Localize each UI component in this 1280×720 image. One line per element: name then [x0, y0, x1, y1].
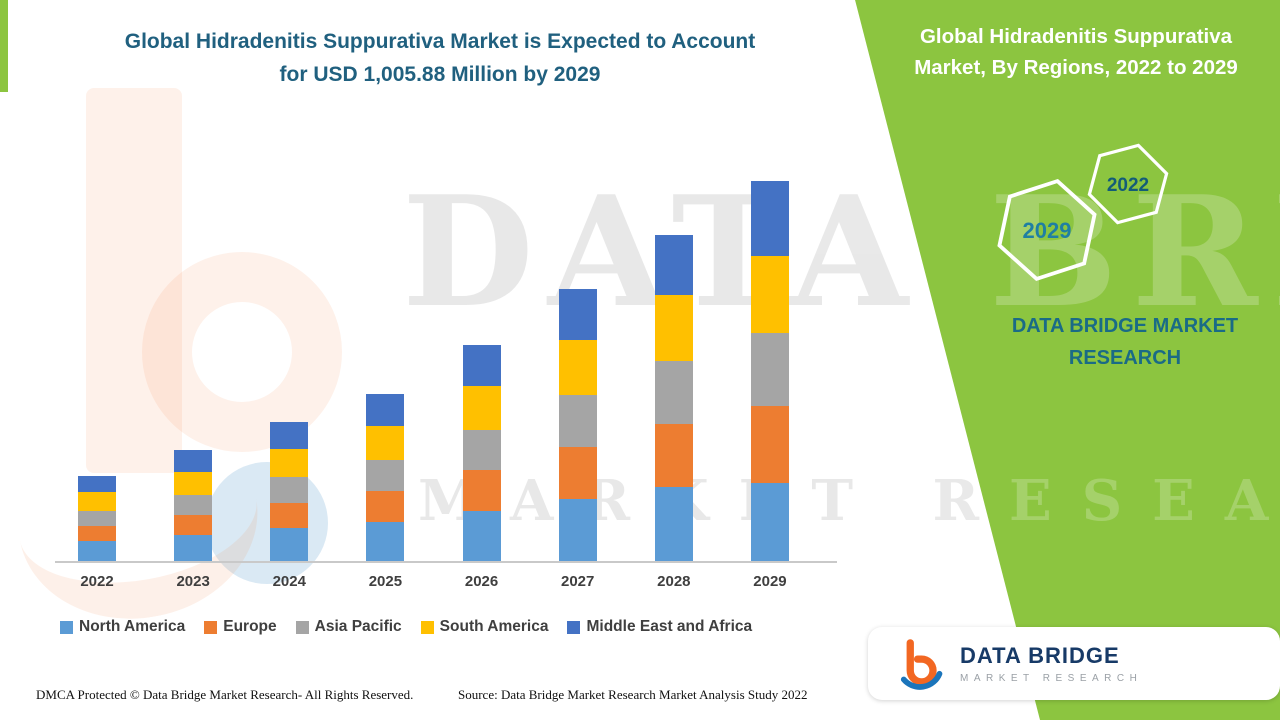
page-title-line1: Global Hidradenitis Suppurativa Market i…: [124, 30, 756, 53]
bar-segment-2024-north-america: [270, 528, 309, 561]
hexagon-2022-outline: [1087, 143, 1169, 225]
bar-2026: [462, 344, 501, 561]
bar-segment-2026-asia-pacific: [462, 429, 501, 471]
hexagon-2029-label: 2029: [1023, 218, 1072, 243]
side-panel-brand-line1: DATA BRIDGE MARKET: [1011, 315, 1239, 337]
legend-swatch-asia-pacific: [295, 620, 309, 634]
bar-segment-2023-middle-east-and-africa: [174, 449, 213, 472]
bar-segment-2024-south-america: [270, 449, 309, 478]
x-axis-label-2027: 2027: [561, 573, 595, 590]
bar-segment-2023-south-america: [174, 471, 213, 495]
bar-segment-2024-europe: [270, 503, 309, 529]
bar-segment-2023-asia-pacific: [174, 494, 213, 515]
hexagon-2022-label: 2022: [1107, 175, 1149, 196]
logo-card-text: DATA BRIDGE MARKET RESEARCH: [960, 643, 1142, 684]
bar-segment-2025-asia-pacific: [366, 460, 405, 492]
year-hexagons: 2022 2029: [997, 143, 1169, 282]
bar-segment-2028-asia-pacific: [654, 360, 693, 424]
page-title: Global Hidradenitis Suppurativa Market i…: [60, 26, 820, 91]
bar-segment-2027-europe: [558, 446, 597, 500]
x-axis-label-2028: 2028: [657, 573, 691, 590]
x-axis-label-2023: 2023: [176, 573, 210, 590]
bar-2024: [270, 422, 309, 561]
stacked-bar-chart: 2022 2023 2024 2025 2026 2027 2028 2029: [55, 181, 837, 590]
legend-label-south-america: South America: [439, 618, 549, 635]
side-panel-title-line1: Global Hidradenitis Suppurativa: [919, 25, 1233, 48]
legend-swatch-south-america: [420, 620, 434, 634]
side-panel-title-line2: Market, By Regions, 2022 to 2029: [914, 55, 1238, 79]
bar-segment-2026-europe: [462, 470, 501, 512]
legend-item-north-america: North America: [60, 618, 185, 636]
legend-swatch-middle-east-and-africa: [567, 620, 581, 634]
legend-item-europe: Europe: [204, 618, 277, 636]
bar-segment-2022-asia-pacific: [78, 510, 116, 526]
legend-item-south-america: South America: [420, 618, 549, 636]
hexagon-2022: [1087, 143, 1169, 225]
bar-2025: [366, 394, 405, 561]
x-axis-label-2025: 2025: [368, 573, 403, 590]
side-panel-title: Global Hidradenitis Suppurativa Market, …: [880, 22, 1272, 84]
logo-card: DATA BRIDGE MARKET RESEARCH: [868, 627, 1280, 700]
bar-segment-2025-middle-east-and-africa: [366, 394, 405, 427]
bar-2023: [174, 449, 213, 561]
bar-segment-2026-north-america: [462, 511, 501, 561]
logo-card-name: DATA BRIDGE: [960, 643, 1120, 668]
bar-segment-2023-north-america: [174, 534, 213, 561]
hexagon-2029: [997, 178, 1097, 282]
bar-2027: [558, 288, 597, 561]
legend-label-europe: Europe: [223, 618, 277, 635]
bar-segment-2026-south-america: [462, 385, 501, 430]
data-bridge-logo-icon: [900, 638, 943, 690]
bar-segment-2027-asia-pacific: [558, 394, 597, 447]
x-axis-label-2022: 2022: [80, 573, 114, 590]
legend-swatch-europe: [204, 620, 218, 634]
legend-label-asia-pacific: Asia Pacific: [314, 618, 402, 635]
x-axis-label-2024: 2024: [272, 573, 306, 590]
bar-segment-2028-north-america: [654, 486, 693, 561]
bar-segment-2022-middle-east-and-africa: [78, 476, 116, 492]
bar-segment-2027-north-america: [558, 499, 597, 561]
left-accent-strip: [0, 0, 8, 92]
bar-segment-2022-south-america: [78, 491, 116, 511]
bar-segment-2027-middle-east-and-africa: [558, 288, 597, 340]
page-title-line2: for USD 1,005.88 Million by 2029: [279, 62, 601, 86]
bar-segment-2029-north-america: [750, 483, 789, 561]
bar-2029: [750, 181, 789, 561]
legend-item-asia-pacific: Asia Pacific: [295, 618, 402, 636]
chart-legend: North America Europe Asia Pacific South Ame…: [60, 618, 752, 636]
side-panel-brand-line2: RESEARCH: [1068, 347, 1182, 369]
bar-segment-2025-north-america: [366, 522, 405, 561]
bar-segment-2029-middle-east-and-africa: [750, 181, 789, 257]
x-axis-label-2026: 2026: [464, 573, 499, 590]
bar-segment-2028-middle-east-and-africa: [654, 234, 693, 295]
legend-label-north-america: North America: [79, 618, 186, 635]
chart-plot-area: 2022 2023 2024 2025 2026 2027 2028 2029: [55, 181, 837, 590]
legend-label-middle-east-and-africa: Middle East and Africa: [586, 618, 753, 635]
bar-segment-2023-europe: [174, 514, 213, 535]
dmca-notice: DMCA Protected © Data Bridge Market Rese…: [36, 687, 414, 702]
logo-card-subtitle: MARKET RESEARCH: [960, 673, 1143, 684]
bar-segment-2024-asia-pacific: [270, 477, 309, 504]
bar-2028: [654, 234, 693, 561]
bar-segment-2027-south-america: [558, 339, 597, 395]
bar-segment-2029-europe: [750, 406, 789, 484]
side-panel-brand: DATA BRIDGE MARKET RESEARCH: [955, 310, 1280, 374]
bar-segment-2029-asia-pacific: [750, 333, 789, 407]
bar-segment-2028-europe: [654, 423, 693, 487]
hexagon-2029-outline: [997, 178, 1097, 282]
bar-segment-2025-europe: [366, 491, 405, 523]
bar-segment-2022-europe: [78, 525, 116, 541]
bar-segment-2028-south-america: [654, 294, 693, 361]
x-axis-label-2029: 2029: [753, 573, 787, 590]
bar-2022: [78, 476, 116, 561]
bar-segment-2029-south-america: [750, 256, 789, 334]
source-note: Source: Data Bridge Market Research Mark…: [458, 687, 808, 702]
legend-item-middle-east-and-africa: Middle East and Africa: [567, 618, 752, 636]
bar-segment-2022-north-america: [78, 540, 116, 561]
bar-segment-2025-south-america: [366, 426, 405, 461]
bar-segment-2026-middle-east-and-africa: [462, 344, 501, 386]
bar-segment-2024-middle-east-and-africa: [270, 422, 309, 450]
legend-swatch-north-america: [60, 620, 73, 634]
